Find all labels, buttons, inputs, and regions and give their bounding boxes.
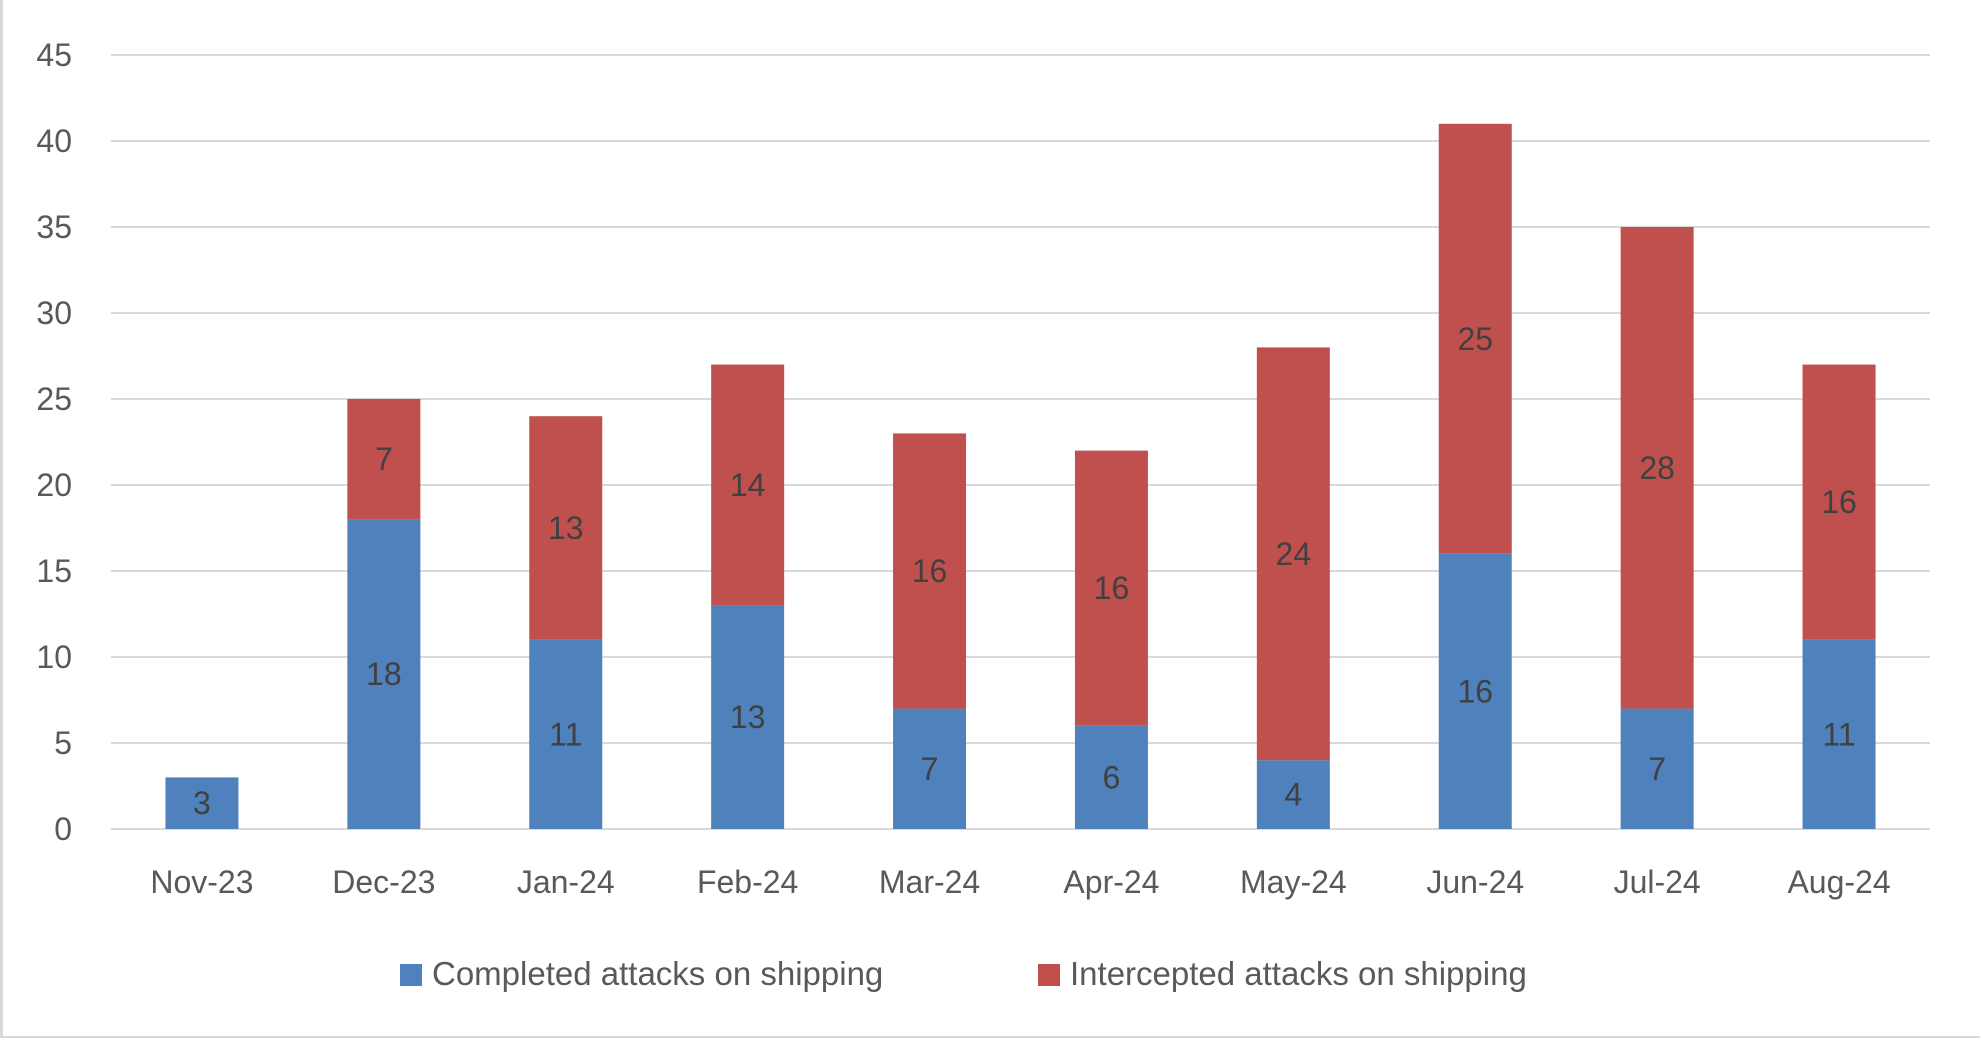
bar-segment	[1074, 450, 1148, 726]
bar-segment	[893, 708, 967, 829]
x-tick-label: Nov-23	[150, 864, 253, 900]
y-tick-label: 40	[36, 123, 72, 159]
data-label: 16	[1821, 484, 1857, 520]
data-label: 6	[1103, 759, 1121, 795]
bar-segment	[1256, 347, 1330, 761]
bar-segment	[1256, 760, 1330, 829]
data-label: 18	[366, 656, 402, 692]
y-tick-label: 45	[36, 37, 72, 73]
data-label: 7	[1648, 751, 1666, 787]
data-label: 7	[375, 441, 393, 477]
bar-segment	[1802, 364, 1876, 640]
bar-segment	[165, 777, 239, 829]
data-label: 13	[730, 699, 766, 735]
y-tick-label: 20	[36, 467, 72, 503]
x-tick-label: Apr-24	[1063, 864, 1159, 900]
bar-segment	[893, 433, 967, 709]
data-label: 16	[912, 553, 948, 589]
legend-swatch	[1038, 964, 1060, 986]
x-tick-label: Mar-24	[879, 864, 980, 900]
y-tick-label: 25	[36, 381, 72, 417]
y-tick-label: 15	[36, 553, 72, 589]
data-label: 13	[548, 510, 584, 546]
bar-segment	[711, 605, 785, 829]
y-tick-label: 30	[36, 295, 72, 331]
x-tick-label: Aug-24	[1787, 864, 1890, 900]
x-tick-label: Dec-23	[332, 864, 435, 900]
data-label: 14	[730, 467, 766, 503]
data-label: 24	[1276, 536, 1312, 572]
bar-segment	[1620, 708, 1694, 829]
x-tick-label: May-24	[1240, 864, 1347, 900]
x-tick-label: Feb-24	[697, 864, 798, 900]
data-label: 11	[1822, 716, 1855, 752]
bar-segment	[1620, 227, 1694, 709]
y-tick-label: 10	[36, 639, 72, 675]
data-label: 25	[1457, 321, 1493, 357]
bar-segment	[1074, 725, 1148, 829]
x-tick-label: Jun-24	[1426, 864, 1524, 900]
y-tick-label: 35	[36, 209, 72, 245]
legend-swatch	[400, 964, 422, 986]
data-label: 7	[921, 751, 939, 787]
x-tick-label: Jul-24	[1614, 864, 1701, 900]
bar-segment	[529, 639, 603, 829]
legend-label: Completed attacks on shipping	[432, 955, 883, 992]
legend-label: Intercepted attacks on shipping	[1070, 955, 1527, 992]
data-label: 16	[1457, 673, 1493, 709]
y-tick-label: 5	[54, 725, 72, 761]
data-label: 28	[1639, 450, 1675, 486]
data-label: 11	[549, 716, 582, 752]
bar-segment	[711, 364, 785, 606]
bar-segment	[1438, 123, 1512, 554]
bar-segment	[347, 519, 421, 829]
data-label: 4	[1284, 777, 1302, 813]
data-label: 3	[193, 785, 211, 821]
bar-segment	[1438, 553, 1512, 829]
x-tick-label: Jan-24	[517, 864, 615, 900]
bar-segment	[529, 416, 603, 640]
data-label: 16	[1094, 570, 1130, 606]
y-tick-label: 0	[54, 811, 72, 847]
bar-segment	[1802, 639, 1876, 829]
bar-segment	[347, 399, 421, 520]
